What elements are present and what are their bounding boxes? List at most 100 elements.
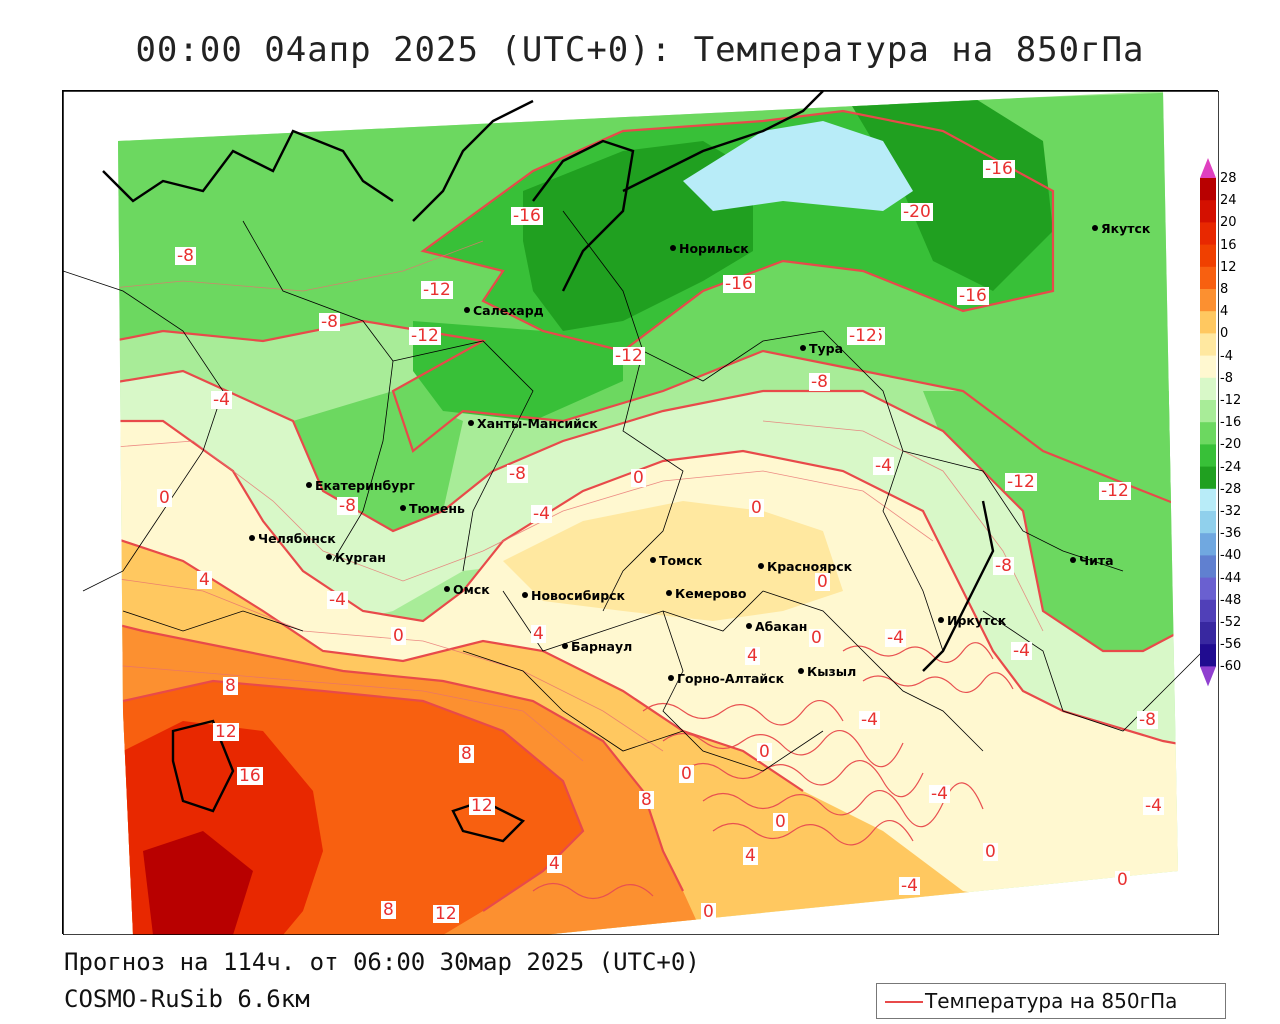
city-yakutsk[interactable]: Якутск <box>1091 221 1151 236</box>
colorbar-segment <box>1200 644 1216 667</box>
isotherm-label: -16 <box>983 159 1015 179</box>
colorbar-segment <box>1200 422 1216 445</box>
isotherm-label: -12 <box>409 326 441 346</box>
colorbar-tick-label: -28 <box>1220 481 1242 497</box>
colorbar-scale <box>1200 158 1216 687</box>
isotherm-label: -4 <box>531 504 552 524</box>
city-irkutsk[interactable]: Иркутск <box>937 613 1007 628</box>
colorbar-segment <box>1200 355 1216 379</box>
colorbar-tick-label: 24 <box>1220 193 1237 209</box>
isotherm-label: 12 <box>469 796 495 816</box>
colorbar-segment <box>1200 488 1216 512</box>
isotherm-label: 8 <box>381 900 396 920</box>
map-canvas <box>63 91 1219 935</box>
isotherm-label: 8 <box>223 676 238 696</box>
colorbar-tick-label: -12 <box>1220 393 1242 408</box>
forecast-info: Прогноз на 114ч. от 06:00 30мар 2025 (UT… <box>64 948 700 976</box>
isotherm-label: 0 <box>391 626 406 646</box>
city-norilsk[interactable]: Норильск <box>670 241 749 256</box>
city-kemerovo[interactable]: Кемерово <box>665 586 747 601</box>
isotherm-label: -4 <box>1011 641 1032 661</box>
colorbar-tick-label: 4 <box>1220 304 1229 320</box>
colorbar-tick-label: 8 <box>1220 282 1229 297</box>
city-chelyabinsk[interactable]: Челябинск <box>249 531 336 546</box>
isotherm-label: -8 <box>1137 710 1158 730</box>
isotherm-label: -8 <box>337 496 358 516</box>
colorbar-segment <box>1200 444 1216 468</box>
city-abakan[interactable]: Абакан <box>745 619 808 634</box>
city-novosibirsk[interactable]: Новосибирск <box>521 588 626 603</box>
isotherm-label: 12 <box>433 904 459 924</box>
isotherm-label: -20 <box>901 202 933 222</box>
city-tura[interactable]: Тура <box>799 341 844 356</box>
colorbar-segment <box>1200 333 1216 357</box>
mountain-contours <box>532 642 1014 900</box>
city-kyzyl[interactable]: Кызыл <box>797 664 857 679</box>
colorbar-segment <box>1200 511 1216 534</box>
colorbar-tick-label: -48 <box>1220 592 1242 608</box>
colorbar-tick-label: -8 <box>1220 370 1233 386</box>
isotherm-label: -12 <box>1099 481 1131 501</box>
isotherm-label: -4 <box>1143 796 1164 816</box>
colorbar-segment <box>1200 466 1216 490</box>
city-tomsk[interactable]: Томск <box>649 553 703 568</box>
colorbar-tick-label: 16 <box>1220 237 1237 253</box>
isotherm-label: 0 <box>1115 870 1130 890</box>
zone-minus24 <box>683 121 913 211</box>
map-title: 00:00 04апр 2025 (UTC+0): Температура на… <box>135 30 1145 70</box>
isotherm-label: -4 <box>859 710 880 730</box>
city-salekhard[interactable]: Салехард <box>464 303 544 318</box>
colorbar-segment <box>1200 200 1216 223</box>
isotherm-label: 16 <box>237 766 263 786</box>
isotherm-label: 0 <box>757 742 772 762</box>
colorbar-tick-label: 12 <box>1220 259 1237 275</box>
city-krasnoyarsk[interactable]: Красноярск <box>757 559 853 574</box>
isotherm-label: -4 <box>899 876 920 896</box>
isotherm-label: 4 <box>547 854 562 874</box>
colorbar-segment <box>1200 266 1216 290</box>
city-tyumen[interactable]: Тюмень <box>400 501 465 516</box>
colorbar-segment <box>1200 178 1216 201</box>
colorbar-segment <box>1200 577 1216 601</box>
isotherm-label: -12 <box>613 346 645 366</box>
city-khanty-mansiysk[interactable]: Ханты-Мансийск <box>468 416 598 431</box>
colorbar-segment <box>1200 533 1216 556</box>
city-gorno-altaysk[interactable]: Горно-Алтайск <box>667 671 785 686</box>
isotherm-label: 0 <box>631 468 646 488</box>
isotherm-label: 8 <box>459 744 474 764</box>
colorbar-tick-label: -52 <box>1220 615 1242 630</box>
colorbar-segment <box>1200 555 1216 579</box>
city-chita[interactable]: Чита <box>1070 553 1114 568</box>
city-kurgan[interactable]: Курган <box>326 550 386 565</box>
colorbar-tick-label: -4 <box>1220 348 1233 364</box>
colorbar-segment <box>1200 244 1216 268</box>
colorbar-top-arrow <box>1200 158 1216 178</box>
colorbar-tick-label: 20 <box>1220 215 1237 231</box>
colorbar-bottom-arrow <box>1200 666 1216 687</box>
isotherm-label: -4 <box>211 390 232 410</box>
isotherm-label: 4 <box>197 570 212 590</box>
isotherm-label: -8 <box>175 246 196 266</box>
city-omsk[interactable]: Омск <box>444 582 490 597</box>
colorbar-tick-label: -32 <box>1220 504 1242 519</box>
city-yekaterinburg[interactable]: Екатеринбург <box>306 478 415 493</box>
colorbar-segment <box>1200 311 1216 334</box>
isotherm-label: -8 <box>993 556 1014 576</box>
temperature-map[interactable]: Норильск Якутск Салехард Тура Ханты-Манс… <box>62 90 1219 935</box>
isotherm-label: -8 <box>319 312 340 332</box>
isotherm-label: 0 <box>701 902 716 922</box>
isotherm-label: 0 <box>157 488 172 508</box>
isotherm-label: -4 <box>929 784 950 804</box>
isotherm-label: -16 <box>957 286 989 306</box>
isotherm-label: -4 <box>327 590 348 610</box>
isotherm-label: -8 <box>809 372 830 392</box>
legend-label: Температура на 850гПа <box>925 989 1178 1013</box>
colorbar-tick-label: -56 <box>1220 637 1242 653</box>
isotherm-label: 0 <box>809 628 824 648</box>
model-info: COSMO-RuSib 6.6км <box>64 985 310 1013</box>
isotherm-label: 4 <box>531 624 546 644</box>
temperature-colorbar: 28 24 20 16 12 8 4 0 -4 -8 -12 -16 -20 -24 -28 -32 -36 -4… <box>1198 158 1268 693</box>
city-barnaul[interactable]: Барнаул <box>561 639 633 654</box>
isotherm-label: 0 <box>773 812 788 832</box>
isotherm-label: 8 <box>639 790 654 810</box>
